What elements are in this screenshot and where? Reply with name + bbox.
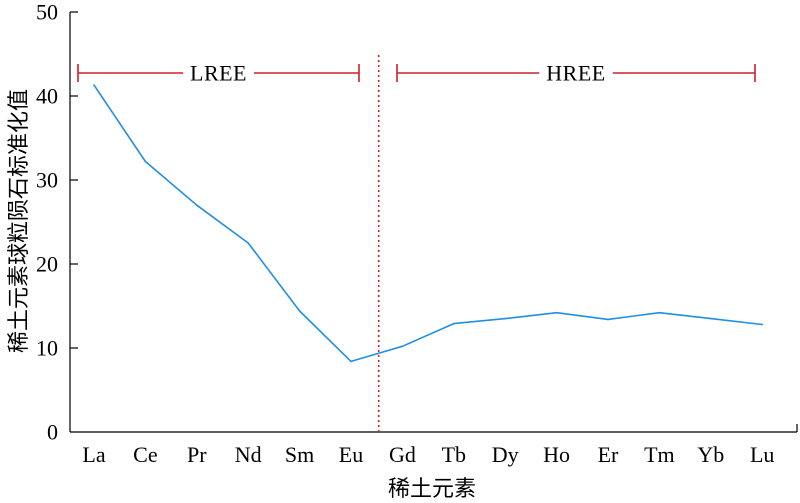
data-point xyxy=(196,204,198,206)
bracket-label-bg xyxy=(539,70,613,76)
bracket-label: HREE xyxy=(546,61,605,86)
series-line xyxy=(93,84,763,363)
data-point xyxy=(658,311,661,314)
annotations: LREE HREE xyxy=(77,55,756,432)
x-tick-label: Nd xyxy=(235,442,262,467)
data-point xyxy=(607,318,609,321)
data-point xyxy=(93,84,95,86)
y-tick-label: 20 xyxy=(36,252,58,277)
x-ticks: La Ce Pr Nd Sm Eu Gd Tb Dy Ho Er Tm Yb Lu xyxy=(82,442,774,467)
x-tick-label: Sm xyxy=(285,442,314,467)
x-tick-label: Ho xyxy=(543,442,570,467)
x-tick-label: Yb xyxy=(697,442,724,467)
x-tick-label: Eu xyxy=(339,442,363,467)
data-point xyxy=(453,322,455,325)
data-point xyxy=(504,317,507,320)
x-tick-label: Tm xyxy=(644,442,675,467)
x-tick-label: Ce xyxy=(133,442,157,467)
y-tick-label: 10 xyxy=(36,336,58,361)
x-tick-label: Pr xyxy=(187,442,207,467)
data-point xyxy=(350,360,352,363)
x-tick-label: Tb xyxy=(442,442,466,467)
y-tick-label: 30 xyxy=(36,168,58,193)
y-ticks: 0 10 20 30 40 50 xyxy=(36,0,78,445)
x-tick-label: Dy xyxy=(492,442,519,467)
axes xyxy=(69,12,798,433)
x-tick-label: Lu xyxy=(750,442,774,467)
y-tick-label: 40 xyxy=(36,84,58,109)
data-point xyxy=(761,323,763,326)
data-point xyxy=(144,160,147,163)
series xyxy=(93,84,763,363)
bracket-lree: LREE xyxy=(77,61,360,86)
bracket-label-bg xyxy=(183,70,254,76)
y-tick-label: 0 xyxy=(47,420,58,445)
data-point xyxy=(401,345,404,348)
data-point xyxy=(710,317,712,320)
x-tick-label: Gd xyxy=(389,442,416,467)
y-tick-label: 50 xyxy=(36,0,58,25)
bracket-hree: HREE xyxy=(396,61,756,86)
y-axis-title: 稀土元素球粒陨石标准化值 xyxy=(6,89,31,353)
x-tick-label: La xyxy=(82,442,105,467)
x-tick-label: Er xyxy=(598,442,619,467)
data-point xyxy=(247,242,249,244)
bracket-label: LREE xyxy=(190,61,247,86)
data-point xyxy=(555,311,558,314)
data-point xyxy=(298,310,301,312)
x-axis-title: 稀土元素 xyxy=(388,476,476,501)
